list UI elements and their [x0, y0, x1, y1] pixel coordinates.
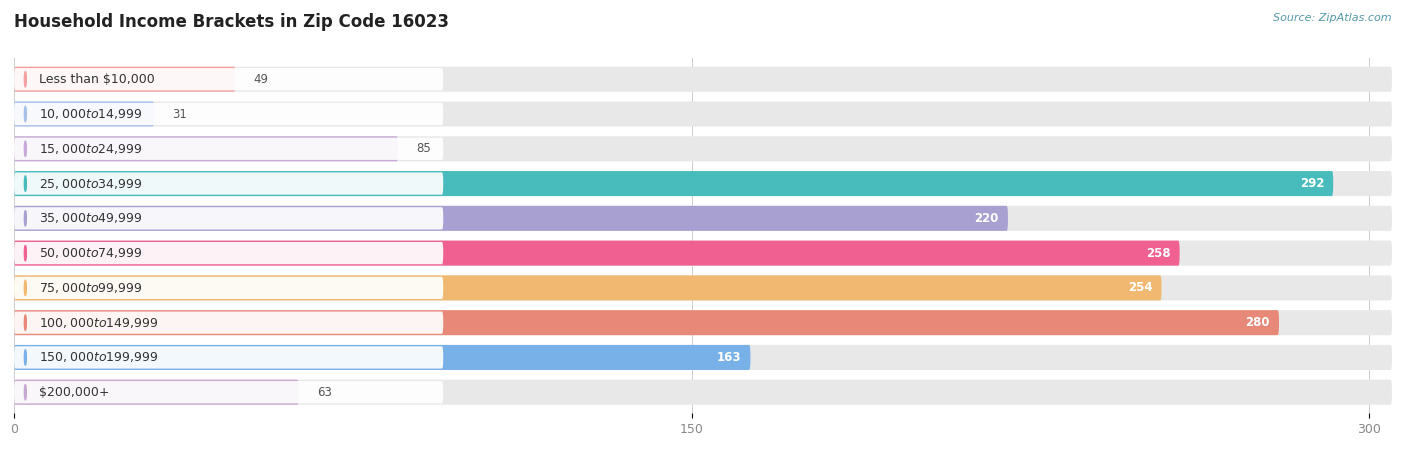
Text: $10,000 to $14,999: $10,000 to $14,999 [39, 107, 142, 121]
Text: 85: 85 [416, 142, 430, 155]
Circle shape [24, 211, 27, 226]
Circle shape [24, 176, 27, 191]
FancyBboxPatch shape [14, 346, 443, 369]
FancyBboxPatch shape [14, 138, 443, 160]
Text: $25,000 to $34,999: $25,000 to $34,999 [39, 176, 142, 190]
FancyBboxPatch shape [14, 241, 1392, 266]
FancyBboxPatch shape [14, 241, 1180, 266]
FancyBboxPatch shape [14, 310, 1279, 335]
FancyBboxPatch shape [14, 171, 1392, 196]
FancyBboxPatch shape [14, 103, 443, 125]
Circle shape [24, 141, 27, 156]
FancyBboxPatch shape [14, 380, 298, 405]
Circle shape [24, 106, 27, 122]
FancyBboxPatch shape [14, 345, 1392, 370]
FancyBboxPatch shape [14, 206, 1392, 231]
Text: Less than $10,000: Less than $10,000 [39, 73, 155, 86]
Text: 220: 220 [974, 212, 998, 225]
Text: $150,000 to $199,999: $150,000 to $199,999 [39, 350, 159, 365]
FancyBboxPatch shape [14, 242, 443, 264]
FancyBboxPatch shape [14, 136, 1392, 161]
Circle shape [24, 246, 27, 261]
Text: $50,000 to $74,999: $50,000 to $74,999 [39, 246, 142, 260]
Text: 258: 258 [1146, 247, 1171, 260]
FancyBboxPatch shape [14, 275, 1161, 300]
FancyBboxPatch shape [14, 68, 443, 90]
FancyBboxPatch shape [14, 312, 443, 334]
Circle shape [24, 280, 27, 295]
Circle shape [24, 384, 27, 400]
FancyBboxPatch shape [14, 101, 155, 127]
FancyBboxPatch shape [14, 171, 1333, 196]
Text: $15,000 to $24,999: $15,000 to $24,999 [39, 142, 142, 156]
FancyBboxPatch shape [14, 206, 1008, 231]
FancyBboxPatch shape [14, 310, 1392, 335]
Circle shape [24, 315, 27, 330]
FancyBboxPatch shape [14, 172, 443, 195]
FancyBboxPatch shape [14, 101, 1392, 127]
Text: Source: ZipAtlas.com: Source: ZipAtlas.com [1274, 13, 1392, 23]
FancyBboxPatch shape [14, 345, 751, 370]
Text: $75,000 to $99,999: $75,000 to $99,999 [39, 281, 142, 295]
Circle shape [24, 71, 27, 87]
Text: 280: 280 [1246, 316, 1270, 329]
FancyBboxPatch shape [14, 380, 1392, 405]
Text: 254: 254 [1128, 282, 1153, 295]
FancyBboxPatch shape [14, 67, 235, 92]
FancyBboxPatch shape [14, 381, 443, 403]
Text: 31: 31 [172, 107, 187, 120]
Text: $200,000+: $200,000+ [39, 386, 110, 399]
Text: 49: 49 [253, 73, 269, 86]
FancyBboxPatch shape [14, 136, 398, 161]
FancyBboxPatch shape [14, 277, 443, 299]
Text: 292: 292 [1299, 177, 1324, 190]
Text: $35,000 to $49,999: $35,000 to $49,999 [39, 211, 142, 225]
Text: Household Income Brackets in Zip Code 16023: Household Income Brackets in Zip Code 16… [14, 13, 449, 31]
Text: $100,000 to $149,999: $100,000 to $149,999 [39, 316, 159, 330]
FancyBboxPatch shape [14, 275, 1392, 300]
Circle shape [24, 350, 27, 365]
FancyBboxPatch shape [14, 67, 1392, 92]
FancyBboxPatch shape [14, 207, 443, 229]
Text: 63: 63 [316, 386, 332, 399]
Text: 163: 163 [717, 351, 741, 364]
